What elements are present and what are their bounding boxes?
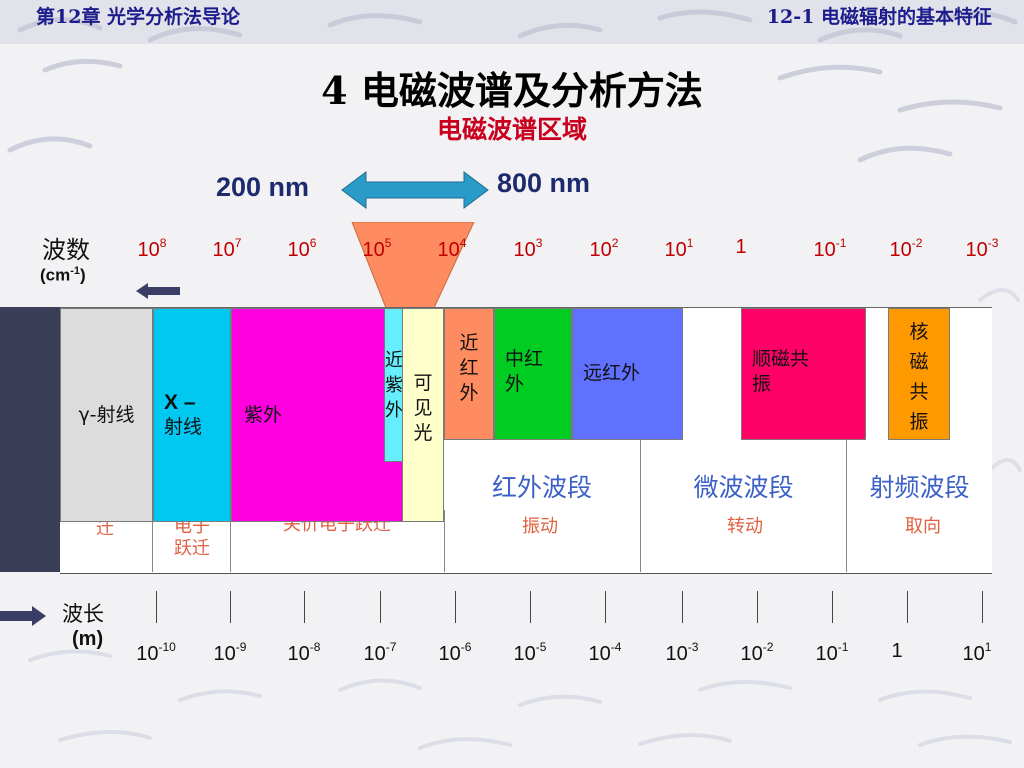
double-arrow-icon xyxy=(341,171,489,209)
band-near-ir: 近红外 xyxy=(444,308,494,440)
range-start-label: 200 nm xyxy=(216,172,310,202)
wavelength-tick-label: 10-5 xyxy=(513,640,547,665)
wavelength-tick-label: 10-6 xyxy=(438,640,472,665)
left-arrow-icon xyxy=(136,283,180,299)
wavenumber-tick-label: 107 xyxy=(212,236,242,261)
wavelength-tick-label: 10-9 xyxy=(213,640,247,665)
wavelength-tick-label: 10-8 xyxy=(287,640,321,665)
wavenumber-tick-label: 105 xyxy=(362,236,392,261)
band-nmr: 核磁共振 xyxy=(888,308,950,440)
hidden-row-col6: 取向 xyxy=(905,516,941,537)
microwave-region-label: 微波波段 xyxy=(641,440,846,510)
left-dark-bar xyxy=(0,307,60,572)
range-end-label: 800 nm xyxy=(497,168,591,198)
wavelength-tick-mark xyxy=(832,591,833,623)
wavenumber-tick-label: 101 xyxy=(664,236,694,261)
page-title: 4 电磁波谱及分析方法 xyxy=(321,68,703,113)
wavenumber-tick-label: 104 xyxy=(437,236,467,261)
band-gap xyxy=(866,308,888,440)
table-divider xyxy=(846,440,847,572)
wavenumber-tick-label: 106 xyxy=(287,236,317,261)
band-row-top-rule xyxy=(60,307,992,308)
right-arrow-icon xyxy=(0,606,46,626)
wavelength-tick-label: 10-4 xyxy=(588,640,622,665)
radio-region-label: 射频波段 xyxy=(847,440,992,510)
band-gap xyxy=(683,308,741,440)
wavelength-tick-mark xyxy=(982,591,983,623)
wavelength-tick-label: 10-10 xyxy=(136,640,176,665)
ir-region-label: 红外波段 xyxy=(444,440,640,510)
wavelength-tick-mark xyxy=(605,591,606,623)
wavelength-tick-mark xyxy=(757,591,758,623)
wavelength-unit: (m) xyxy=(72,628,104,650)
table-divider xyxy=(640,440,641,572)
wavelength-tick-label: 10-2 xyxy=(740,640,774,665)
chapter-header: 第12章 光学分析法导论 xyxy=(36,6,241,28)
band-uv: 紫外 xyxy=(231,308,403,522)
wavenumber-unit: (cm-1) xyxy=(40,265,86,285)
wavenumber-tick-label: 1 xyxy=(735,236,747,258)
page-subtitle: 电磁波谱区域 xyxy=(436,115,587,144)
hidden-row-col2: 电子 跃迁 xyxy=(174,516,210,559)
wavenumber-tick-label: 102 xyxy=(589,236,619,261)
band-epr: 顺磁共振 xyxy=(741,308,866,440)
hidden-row-col5: 转动 xyxy=(727,516,763,537)
band-visible: 可见光 xyxy=(402,308,444,522)
wavenumber-tick-label: 108 xyxy=(137,236,167,261)
wavelength-tick-mark xyxy=(907,591,908,623)
wavelength-tick-label: 1 xyxy=(891,640,903,662)
band-mid-ir: 中红外 xyxy=(494,308,572,440)
wavelength-tick-mark xyxy=(156,591,157,623)
wavenumber-tick-label: 10-2 xyxy=(889,236,923,261)
hidden-row-col1: 迁 xyxy=(96,518,114,539)
wavelength-tick-mark xyxy=(304,591,305,623)
wavelength-tick-label: 10-7 xyxy=(363,640,397,665)
wavenumber-label: 波数 xyxy=(42,236,90,264)
wavelength-label: 波长 xyxy=(62,602,104,626)
band-far-ir: 远红外 xyxy=(572,308,683,440)
band-near-uv: 近紫外 xyxy=(384,308,404,462)
section-header: 12-1 电磁辐射的基本特征 xyxy=(766,6,992,28)
wavelength-tick-label: 10-1 xyxy=(815,640,849,665)
wavenumber-tick-label: 103 xyxy=(513,236,543,261)
wavelength-tick-mark xyxy=(682,591,683,623)
wavenumber-tick-label: 10-3 xyxy=(965,236,999,261)
wavelength-tick-mark xyxy=(230,591,231,623)
band-gap xyxy=(950,308,992,440)
band-gamma-ray: γ-射线 xyxy=(60,308,153,522)
wavenumber-tick-label: 10-1 xyxy=(813,236,847,261)
hidden-row-col4: 振动 xyxy=(522,516,558,537)
band-x-ray: X – 射线 xyxy=(153,308,231,522)
wavelength-tick-mark xyxy=(380,591,381,623)
wavelength-tick-label: 101 xyxy=(962,640,992,665)
wavelength-tick-label: 10-3 xyxy=(665,640,699,665)
wavelength-tick-mark xyxy=(455,591,456,623)
wavelength-tick-mark xyxy=(530,591,531,623)
